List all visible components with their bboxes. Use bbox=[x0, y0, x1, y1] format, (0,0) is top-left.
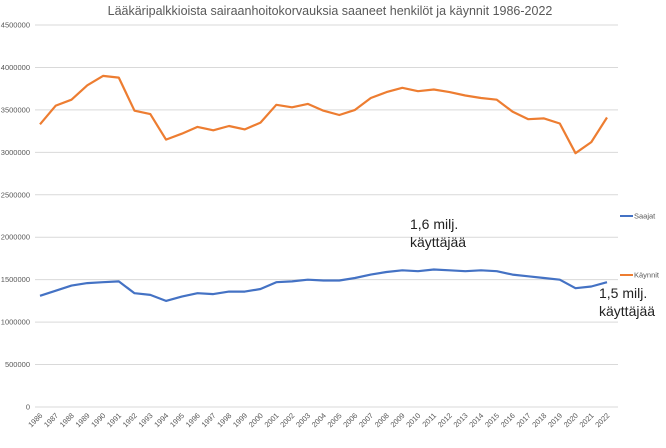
x-tick-label: 2009 bbox=[389, 411, 407, 429]
chart-title: Lääkäripalkkioista sairaanhoitokorvauksi… bbox=[108, 4, 553, 18]
x-tick-label: 1996 bbox=[184, 411, 202, 429]
annotation-text: 1,5 milj. bbox=[599, 285, 647, 301]
annotation-text: 1,6 milj. bbox=[410, 216, 458, 232]
x-tick-label: 2016 bbox=[499, 411, 517, 429]
x-tick-label: 1987 bbox=[42, 411, 60, 429]
y-tick-label: 2500000 bbox=[1, 190, 30, 199]
x-tick-label: 1994 bbox=[152, 411, 170, 429]
x-tick-label: 2019 bbox=[546, 411, 564, 429]
y-tick-label: 4500000 bbox=[1, 21, 30, 30]
legend-label: Käynnit bbox=[634, 271, 660, 280]
x-tick-label: 1993 bbox=[137, 411, 155, 429]
y-tick-label: 3000000 bbox=[1, 148, 30, 157]
x-tick-label: 2014 bbox=[467, 411, 485, 429]
x-tick-label: 1988 bbox=[58, 411, 76, 429]
y-tick-label: 1500000 bbox=[1, 275, 30, 284]
x-tick-label: 1992 bbox=[121, 411, 139, 429]
x-tick-label: 2017 bbox=[515, 411, 533, 429]
series-line-saajat bbox=[39, 268, 608, 302]
x-tick-label: 2012 bbox=[436, 411, 454, 429]
x-tick-label: 2010 bbox=[404, 411, 422, 429]
series-line-käynnit bbox=[39, 74, 608, 155]
x-tick-label: 2015 bbox=[483, 411, 501, 429]
x-tick-label: 1986 bbox=[26, 411, 44, 429]
x-tick-label: 2006 bbox=[341, 411, 359, 429]
x-tick-label: 2022 bbox=[593, 411, 611, 429]
legend-label: Saajat bbox=[634, 212, 656, 221]
y-tick-label: 500000 bbox=[5, 360, 30, 369]
x-tick-label: 2005 bbox=[326, 411, 344, 429]
x-tick-label: 1990 bbox=[89, 411, 107, 429]
x-tick-label: 2001 bbox=[263, 411, 281, 429]
y-tick-label: 4000000 bbox=[1, 63, 30, 72]
x-tick-label: 2008 bbox=[373, 411, 391, 429]
y-tick-label: 1000000 bbox=[1, 318, 30, 327]
y-tick-label: 0 bbox=[26, 403, 30, 412]
x-tick-label: 2003 bbox=[294, 411, 312, 429]
x-tick-label: 1991 bbox=[105, 411, 123, 429]
x-tick-label: 2018 bbox=[530, 411, 548, 429]
y-tick-label: 3500000 bbox=[1, 105, 30, 114]
y-tick-label: 2000000 bbox=[1, 233, 30, 242]
x-tick-label: 1998 bbox=[215, 411, 233, 429]
x-tick-label: 2004 bbox=[310, 411, 328, 429]
x-tick-label: 2020 bbox=[562, 411, 580, 429]
x-tick-label: 1997 bbox=[200, 411, 218, 429]
x-tick-label: 1995 bbox=[168, 411, 186, 429]
x-tick-label: 2000 bbox=[247, 411, 265, 429]
x-tick-label: 1999 bbox=[231, 411, 249, 429]
x-tick-label: 2011 bbox=[420, 411, 438, 429]
x-tick-label: 1989 bbox=[74, 411, 92, 429]
x-tick-label: 2002 bbox=[278, 411, 296, 429]
x-tick-label: 2021 bbox=[578, 411, 596, 429]
annotation-text: käyttäjää bbox=[410, 234, 466, 250]
x-tick-label: 2007 bbox=[357, 411, 375, 429]
x-tick-label: 2013 bbox=[452, 411, 470, 429]
annotation-text: käyttäjää bbox=[599, 303, 655, 319]
